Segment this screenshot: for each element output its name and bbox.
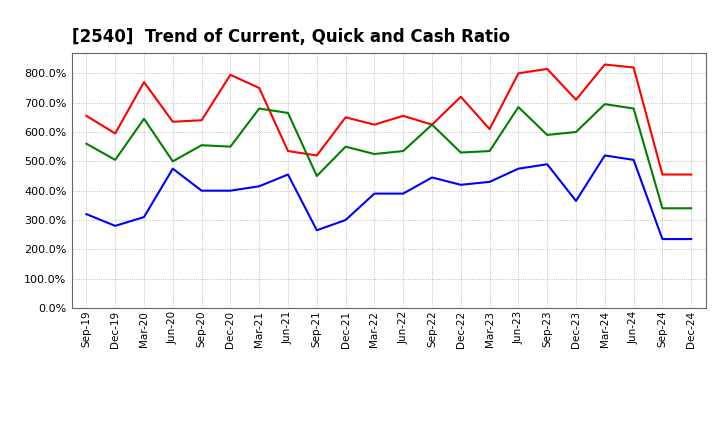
Cash Ratio xyxy=(456,182,465,187)
Current Ratio xyxy=(370,122,379,127)
Cash Ratio xyxy=(284,172,292,177)
Quick Ratio xyxy=(197,143,206,148)
Quick Ratio xyxy=(168,159,177,164)
Quick Ratio xyxy=(629,106,638,111)
Quick Ratio xyxy=(399,148,408,154)
Cash Ratio xyxy=(197,188,206,193)
Line: Cash Ratio: Cash Ratio xyxy=(86,155,691,239)
Line: Quick Ratio: Quick Ratio xyxy=(86,104,691,208)
Current Ratio xyxy=(312,153,321,158)
Quick Ratio xyxy=(140,116,148,121)
Cash Ratio xyxy=(600,153,609,158)
Quick Ratio xyxy=(82,141,91,147)
Current Ratio xyxy=(197,117,206,123)
Quick Ratio xyxy=(341,144,350,149)
Current Ratio xyxy=(82,113,91,118)
Current Ratio xyxy=(140,80,148,85)
Quick Ratio xyxy=(456,150,465,155)
Quick Ratio xyxy=(111,157,120,162)
Quick Ratio xyxy=(284,110,292,116)
Quick Ratio xyxy=(514,104,523,110)
Current Ratio xyxy=(284,148,292,154)
Quick Ratio xyxy=(485,148,494,154)
Cash Ratio xyxy=(514,166,523,171)
Cash Ratio xyxy=(168,166,177,171)
Cash Ratio xyxy=(140,214,148,220)
Current Ratio xyxy=(600,62,609,67)
Current Ratio xyxy=(572,97,580,103)
Current Ratio xyxy=(255,85,264,91)
Quick Ratio xyxy=(226,144,235,149)
Cash Ratio xyxy=(341,217,350,223)
Quick Ratio xyxy=(600,102,609,107)
Quick Ratio xyxy=(572,129,580,135)
Cash Ratio xyxy=(543,161,552,167)
Quick Ratio xyxy=(658,205,667,211)
Cash Ratio xyxy=(226,188,235,193)
Quick Ratio xyxy=(687,205,696,211)
Current Ratio xyxy=(687,172,696,177)
Current Ratio xyxy=(111,131,120,136)
Quick Ratio xyxy=(428,122,436,127)
Cash Ratio xyxy=(629,157,638,162)
Cash Ratio xyxy=(428,175,436,180)
Text: [2540]  Trend of Current, Quick and Cash Ratio: [2540] Trend of Current, Quick and Cash … xyxy=(72,28,510,46)
Cash Ratio xyxy=(658,236,667,242)
Quick Ratio xyxy=(255,106,264,111)
Current Ratio xyxy=(399,113,408,118)
Current Ratio xyxy=(658,172,667,177)
Current Ratio xyxy=(428,122,436,127)
Cash Ratio xyxy=(572,198,580,204)
Cash Ratio xyxy=(111,223,120,228)
Cash Ratio xyxy=(82,212,91,217)
Current Ratio xyxy=(514,71,523,76)
Cash Ratio xyxy=(399,191,408,196)
Cash Ratio xyxy=(312,227,321,233)
Current Ratio xyxy=(629,65,638,70)
Cash Ratio xyxy=(255,183,264,189)
Current Ratio xyxy=(226,72,235,77)
Current Ratio xyxy=(341,115,350,120)
Cash Ratio xyxy=(687,236,696,242)
Current Ratio xyxy=(485,126,494,132)
Line: Current Ratio: Current Ratio xyxy=(86,65,691,175)
Quick Ratio xyxy=(543,132,552,138)
Cash Ratio xyxy=(485,179,494,184)
Quick Ratio xyxy=(370,151,379,157)
Cash Ratio xyxy=(370,191,379,196)
Current Ratio xyxy=(543,66,552,72)
Current Ratio xyxy=(456,94,465,99)
Quick Ratio xyxy=(312,173,321,179)
Current Ratio xyxy=(168,119,177,125)
